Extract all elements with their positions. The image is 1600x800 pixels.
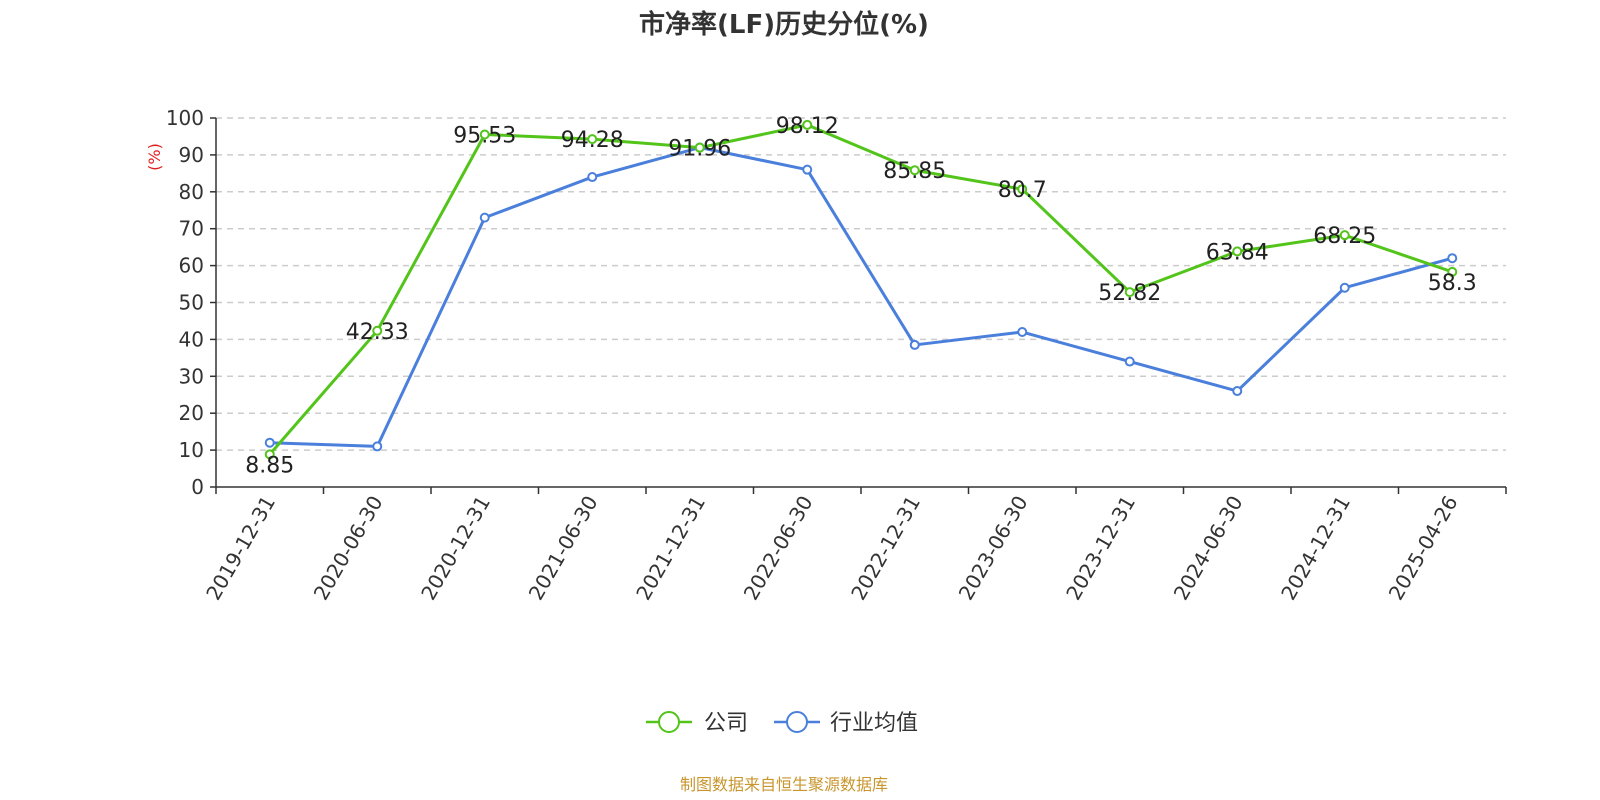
series-point-1 bbox=[1017, 327, 1028, 338]
series-point-0 bbox=[1447, 266, 1458, 277]
data-label: 68.25 bbox=[1313, 224, 1376, 249]
y-axis-unit-label: (%) bbox=[145, 143, 164, 171]
series-lines bbox=[264, 119, 1458, 460]
series-point-0 bbox=[1232, 246, 1243, 257]
data-label: 52.82 bbox=[1098, 281, 1161, 306]
data-label: 85.85 bbox=[883, 159, 946, 184]
data-label: 98.12 bbox=[776, 114, 839, 139]
x-tick-label: 2020-06-30 bbox=[309, 492, 388, 605]
x-tick-label: 2024-06-30 bbox=[1169, 492, 1248, 605]
data-label: 58.3 bbox=[1428, 271, 1477, 296]
y-tick-label: 30 bbox=[179, 364, 204, 388]
y-tick-label: 70 bbox=[179, 217, 204, 241]
series-point-1 bbox=[587, 172, 598, 183]
series-point-0 bbox=[587, 134, 598, 145]
series-point-0 bbox=[1017, 184, 1028, 195]
x-tick-label: 2019-12-31 bbox=[201, 492, 280, 605]
x-tick-label: 2020-12-31 bbox=[416, 492, 495, 605]
y-tick-label: 100 bbox=[166, 106, 204, 130]
series-point-1 bbox=[479, 212, 490, 223]
data-label: 80.7 bbox=[998, 178, 1047, 203]
y-tick-label: 40 bbox=[179, 327, 204, 351]
series-point-0 bbox=[264, 449, 275, 460]
grid-lines bbox=[216, 117, 1506, 451]
series-point-0 bbox=[372, 325, 383, 336]
source-note: 制图数据来自恒生聚源数据库 bbox=[680, 775, 888, 794]
series-point-0 bbox=[479, 129, 490, 140]
series-point-1 bbox=[802, 164, 813, 175]
legend[interactable]: 公司 行业均值 bbox=[646, 711, 918, 736]
series-point-0 bbox=[802, 119, 813, 130]
y-tick-label: 20 bbox=[179, 401, 204, 425]
series-point-1 bbox=[1232, 386, 1243, 397]
series-line-1 bbox=[269, 146, 1453, 448]
y-tick-label: 80 bbox=[179, 180, 204, 204]
y-tick-label: 60 bbox=[179, 254, 204, 278]
data-label: 91.96 bbox=[668, 137, 731, 162]
series-point-0 bbox=[909, 165, 920, 176]
series-point-1 bbox=[909, 339, 920, 350]
legend-item-1[interactable]: 行业均值 bbox=[774, 711, 918, 736]
series-point-1 bbox=[372, 441, 383, 452]
data-labels: 8.85 42.33 95.53 94.28 91.96 98.12 85.85 80.7 52… bbox=[245, 114, 1476, 478]
x-tick-label: 2024-12-31 bbox=[1276, 492, 1355, 605]
data-label: 42.33 bbox=[346, 320, 409, 345]
series-point-1 bbox=[1339, 282, 1350, 293]
legend-marker bbox=[658, 711, 680, 733]
y-tick-label: 0 bbox=[191, 475, 204, 499]
series-point-0 bbox=[1124, 287, 1135, 298]
series-point-0 bbox=[694, 142, 705, 153]
data-label: 94.28 bbox=[561, 128, 624, 153]
axes: 0 10 20 30 40 50 60 70 80 90 100 2019-12-31 2020-06-… bbox=[166, 106, 1507, 605]
legend-label: 行业均值 bbox=[830, 711, 918, 736]
x-tick-label: 2022-12-31 bbox=[846, 492, 925, 605]
legend-item-0[interactable]: 公司 bbox=[646, 711, 748, 736]
data-label: 95.53 bbox=[453, 123, 516, 148]
data-label: 8.85 bbox=[245, 453, 294, 478]
legend-marker bbox=[786, 711, 808, 733]
series-point-1 bbox=[1447, 253, 1458, 264]
series-point-0 bbox=[1339, 230, 1350, 241]
x-tick-label: 2021-12-31 bbox=[631, 492, 710, 605]
x-tick-label: 2023-12-31 bbox=[1061, 492, 1140, 605]
chart-title: 市净率(LF)历史分位(%) bbox=[639, 9, 929, 40]
x-tick-label: 2021-06-30 bbox=[524, 492, 603, 605]
x-tick-label: 2025-04-26 bbox=[1384, 492, 1463, 605]
x-tick-label: 2022-06-30 bbox=[739, 492, 818, 605]
series-line-0 bbox=[268, 123, 1453, 456]
y-tick-label: 10 bbox=[179, 438, 204, 462]
y-tick-label: 50 bbox=[179, 291, 204, 315]
y-tick-label: 90 bbox=[179, 143, 204, 167]
legend-label: 公司 bbox=[704, 711, 748, 736]
x-tick-label: 2023-06-30 bbox=[954, 492, 1033, 605]
series-point-1 bbox=[264, 437, 275, 448]
series-point-1 bbox=[1124, 356, 1135, 367]
data-label: 63.84 bbox=[1206, 240, 1269, 265]
